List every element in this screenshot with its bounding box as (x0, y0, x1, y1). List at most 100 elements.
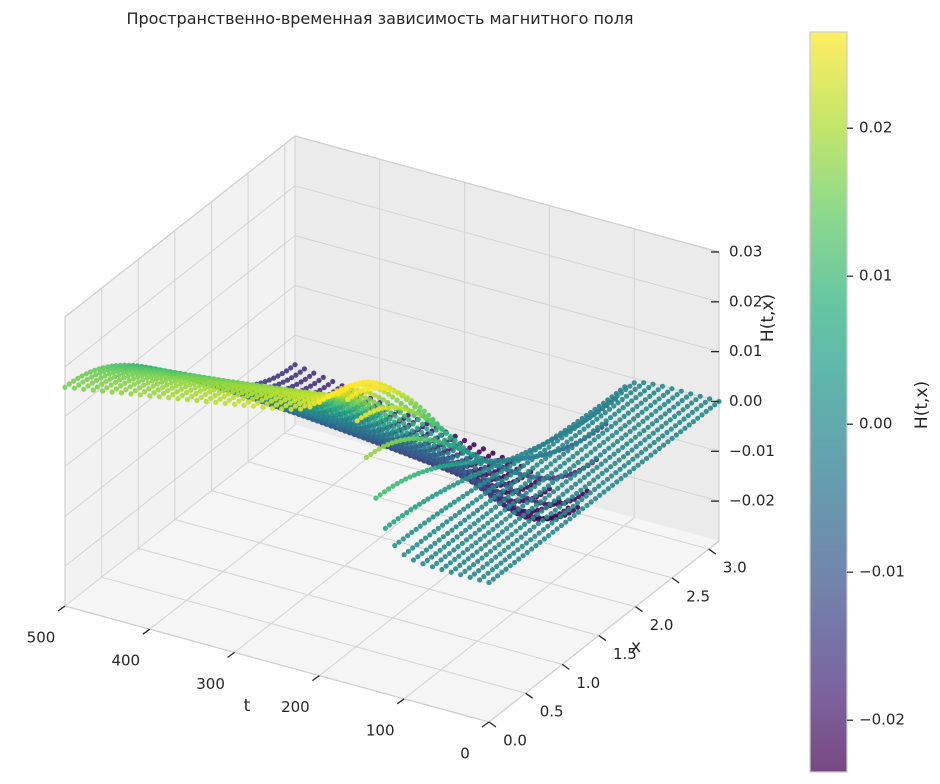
scatter-point (640, 418, 646, 424)
grid-line (64, 424, 296, 607)
t-tick-label: 100 (366, 721, 395, 739)
t-tick-mark (57, 605, 66, 612)
scatter-point (578, 447, 585, 453)
scatter-point (444, 456, 450, 462)
scatter-point (644, 415, 650, 421)
scatter-point (381, 489, 388, 495)
scatter-point (510, 455, 516, 461)
scatter-point (623, 432, 629, 438)
scatter-point (409, 398, 415, 404)
scatter-point (601, 403, 608, 409)
scatter-point (298, 406, 304, 412)
scatter-point (462, 568, 468, 575)
scatter-point (417, 523, 423, 529)
scatter-point (588, 449, 594, 455)
scatter-point (248, 387, 254, 393)
scatter-point (675, 401, 681, 407)
scatter-point (624, 393, 630, 399)
scatter-point (298, 379, 304, 385)
scatter-point (301, 398, 307, 404)
scatter-point (388, 404, 394, 410)
scatter-point (517, 475, 523, 481)
scatter-point (520, 503, 526, 509)
scatter-point (634, 403, 640, 409)
scatter-point (461, 506, 467, 512)
scatter-point (429, 564, 436, 570)
scatter-point (534, 462, 540, 468)
scatter-point (149, 378, 155, 384)
scatter-point (421, 445, 427, 451)
scatter-point (363, 412, 369, 418)
scatter-point (166, 395, 172, 401)
scatter-point (217, 396, 223, 402)
scatter-point (561, 501, 567, 507)
scatter-point (437, 464, 443, 470)
scatter-point (451, 547, 457, 553)
z-tick-label: 0.01 (729, 342, 762, 360)
scatter-point (476, 470, 482, 476)
scatter-point (362, 395, 368, 401)
scatter-point (578, 438, 584, 444)
scatter-point (693, 397, 699, 403)
scatter-point (499, 478, 505, 484)
scatter-point (594, 416, 600, 422)
scatter-point (562, 510, 568, 516)
scatter-point (574, 490, 580, 497)
scatter-point (191, 380, 197, 386)
scatter-point (613, 420, 619, 426)
scatter-point (511, 559, 518, 566)
scatter-point (509, 481, 515, 487)
scatter-point (502, 507, 508, 513)
scatter-point (490, 576, 496, 582)
scatter-point (555, 446, 562, 452)
scatter-point (257, 388, 263, 394)
scatter-point (387, 522, 393, 528)
scatter-point (201, 381, 207, 388)
scatter-point (503, 475, 509, 481)
scatter-point (569, 494, 576, 500)
scatter-point (665, 439, 671, 445)
scatter-point (396, 390, 402, 396)
scatter-point (283, 368, 290, 374)
scatter-point (580, 506, 586, 512)
scatter-point (407, 474, 413, 480)
scatter-point (613, 429, 620, 435)
scatter-point (428, 544, 434, 550)
scatter-point (690, 419, 697, 425)
scatter-point (566, 457, 572, 463)
scatter-point (614, 479, 620, 485)
scatter-point (410, 545, 416, 551)
scatter-point (585, 471, 592, 477)
scatter-point (510, 541, 516, 547)
scatter-point (648, 452, 654, 458)
scatter-point (507, 513, 513, 519)
scatter-point (642, 437, 648, 443)
scatter-point (413, 526, 419, 532)
scatter-point (527, 527, 533, 534)
scatter-point (279, 406, 285, 412)
x-tick-mark (488, 721, 497, 728)
scatter-point (455, 480, 461, 486)
scatter-point (603, 467, 610, 473)
scatter-point (430, 448, 437, 454)
scatter-point (503, 566, 509, 572)
t-tick-label: 0 (460, 745, 470, 763)
scatter-point (391, 419, 397, 425)
scatter-point (262, 390, 268, 396)
scatter-point (680, 407, 686, 413)
scatter-point (381, 422, 387, 428)
scatter-point (611, 403, 617, 409)
scatter-point (673, 432, 680, 438)
scatter-point (555, 485, 561, 491)
scatter-point (241, 402, 247, 408)
scatter-point (511, 550, 517, 556)
scatter-point (545, 483, 552, 489)
scatter-point (604, 427, 610, 433)
scatter-point (282, 397, 288, 403)
scatter-point (400, 392, 406, 398)
scatter-point (522, 521, 528, 528)
scatter-point (628, 390, 634, 396)
colorbar-ticks: −0.02 −0.01 0.00 0.01 0.02 (847, 119, 905, 729)
x-tick-label: 1.5 (613, 645, 637, 663)
scatter-point (462, 469, 468, 475)
